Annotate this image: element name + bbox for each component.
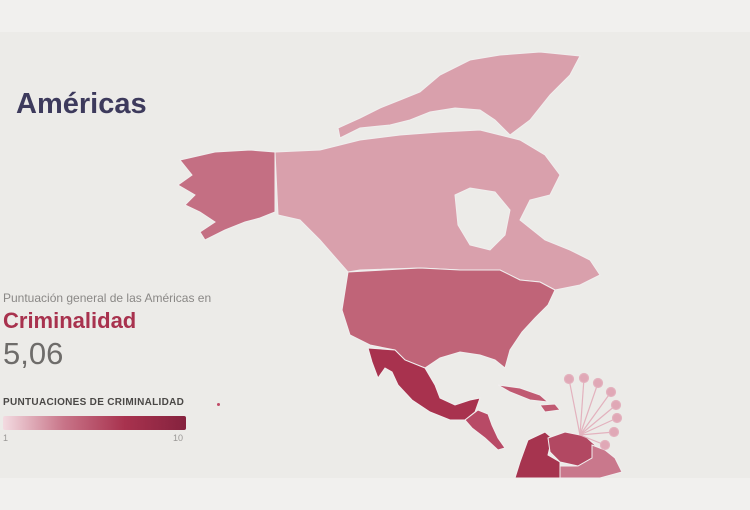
legend-color-scale bbox=[3, 416, 186, 430]
island-marker[interactable] bbox=[610, 399, 622, 411]
small-islands-callouts bbox=[563, 372, 623, 451]
region-canada[interactable] bbox=[274, 129, 601, 291]
island-marker[interactable] bbox=[608, 426, 620, 438]
legend-title: PUNTUACIONES DE CRIMINALIDAD bbox=[3, 397, 185, 408]
island-marker[interactable] bbox=[605, 386, 617, 398]
summary-score: 5,06 bbox=[3, 336, 64, 371]
island-callout-line bbox=[579, 404, 617, 436]
region-caribbean[interactable] bbox=[497, 384, 561, 413]
island-callout-line bbox=[579, 377, 585, 436]
island-callout-line bbox=[568, 378, 581, 436]
legend-min-label: 1 bbox=[3, 433, 9, 443]
island-marker[interactable] bbox=[578, 372, 590, 384]
island-marker[interactable] bbox=[611, 412, 623, 424]
region-usa[interactable] bbox=[341, 267, 556, 369]
legend-info-dot[interactable] bbox=[217, 403, 220, 406]
island-callout-line bbox=[579, 417, 618, 436]
island-marker[interactable] bbox=[592, 377, 604, 389]
island-marker[interactable] bbox=[563, 373, 575, 385]
island-callout-line bbox=[579, 391, 612, 436]
region-central-america[interactable] bbox=[464, 409, 506, 451]
region-guianas[interactable] bbox=[559, 444, 623, 479]
island-marker[interactable] bbox=[599, 439, 611, 451]
island-callout-line bbox=[579, 431, 615, 436]
page-title: Américas bbox=[16, 88, 147, 120]
summary-subtitle: Puntuación general de las Américas en bbox=[3, 291, 212, 305]
summary-category: Criminalidad bbox=[3, 308, 137, 333]
island-callout-line bbox=[579, 382, 599, 436]
greenland-arctic-islands[interactable] bbox=[337, 51, 581, 139]
region-alaska[interactable] bbox=[177, 149, 276, 241]
legend-max-label: 10 bbox=[173, 433, 184, 443]
